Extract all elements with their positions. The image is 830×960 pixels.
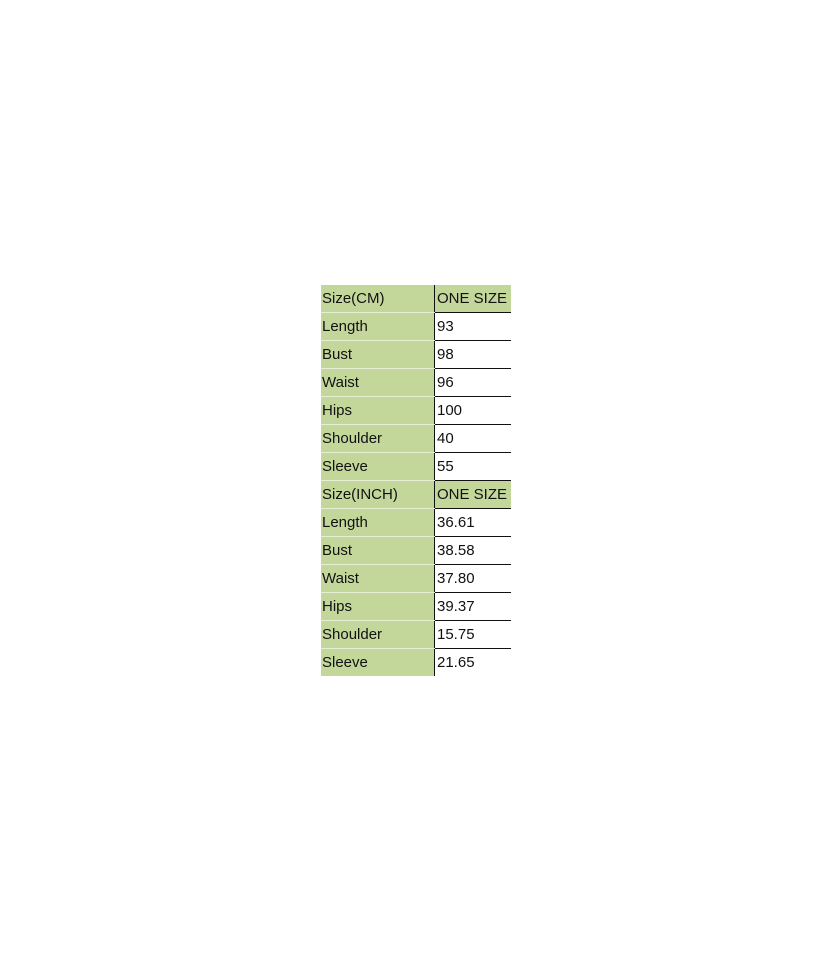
table-header-row: Size(INCH) ONE SIZE (321, 480, 511, 509)
row-value-cell: 38.58 (434, 536, 511, 565)
table-row: Hips 100 (321, 396, 511, 425)
table-row: Bust 98 (321, 340, 511, 369)
row-value-cell: ONE SIZE (434, 285, 511, 313)
row-label-cell: Shoulder (321, 620, 435, 649)
row-value-cell: 39.37 (434, 592, 511, 621)
table-row: Waist 96 (321, 368, 511, 397)
row-label-cell: Length (321, 312, 435, 341)
row-value-cell: 15.75 (434, 620, 511, 649)
table-row: Shoulder 40 (321, 424, 511, 453)
row-label-cell: Shoulder (321, 424, 435, 453)
row-value-cell: 37.80 (434, 564, 511, 593)
table-header-row: Size(CM) ONE SIZE (321, 285, 511, 313)
row-value-cell: 40 (434, 424, 511, 453)
row-value-cell: 93 (434, 312, 511, 341)
row-label-cell: Size(INCH) (321, 480, 435, 509)
row-label-cell: Waist (321, 368, 435, 397)
table-row: Bust 38.58 (321, 536, 511, 565)
table-row: Length 93 (321, 312, 511, 341)
row-value-cell: 98 (434, 340, 511, 369)
row-label-cell: Bust (321, 340, 435, 369)
row-label-cell: Bust (321, 536, 435, 565)
size-chart-table: Size(CM) ONE SIZE Length 93 Bust 98 Waist 96 Hip… (321, 285, 511, 676)
table-row: Waist 37.80 (321, 564, 511, 593)
row-label-cell: Size(CM) (321, 285, 435, 313)
row-value-cell: 21.65 (434, 648, 511, 676)
row-value-cell: ONE SIZE (434, 480, 511, 509)
row-label-cell: Length (321, 508, 435, 537)
row-label-cell: Sleeve (321, 648, 435, 676)
row-label-cell: Hips (321, 396, 435, 425)
row-value-cell: 36.61 (434, 508, 511, 537)
table-row: Length 36.61 (321, 508, 511, 537)
row-label-cell: Hips (321, 592, 435, 621)
row-value-cell: 100 (434, 396, 511, 425)
table-row: Sleeve 55 (321, 452, 511, 481)
table-row: Shoulder 15.75 (321, 620, 511, 649)
row-value-cell: 55 (434, 452, 511, 481)
table-row: Sleeve 21.65 (321, 648, 511, 676)
table-row: Hips 39.37 (321, 592, 511, 621)
row-value-cell: 96 (434, 368, 511, 397)
row-label-cell: Waist (321, 564, 435, 593)
row-label-cell: Sleeve (321, 452, 435, 481)
